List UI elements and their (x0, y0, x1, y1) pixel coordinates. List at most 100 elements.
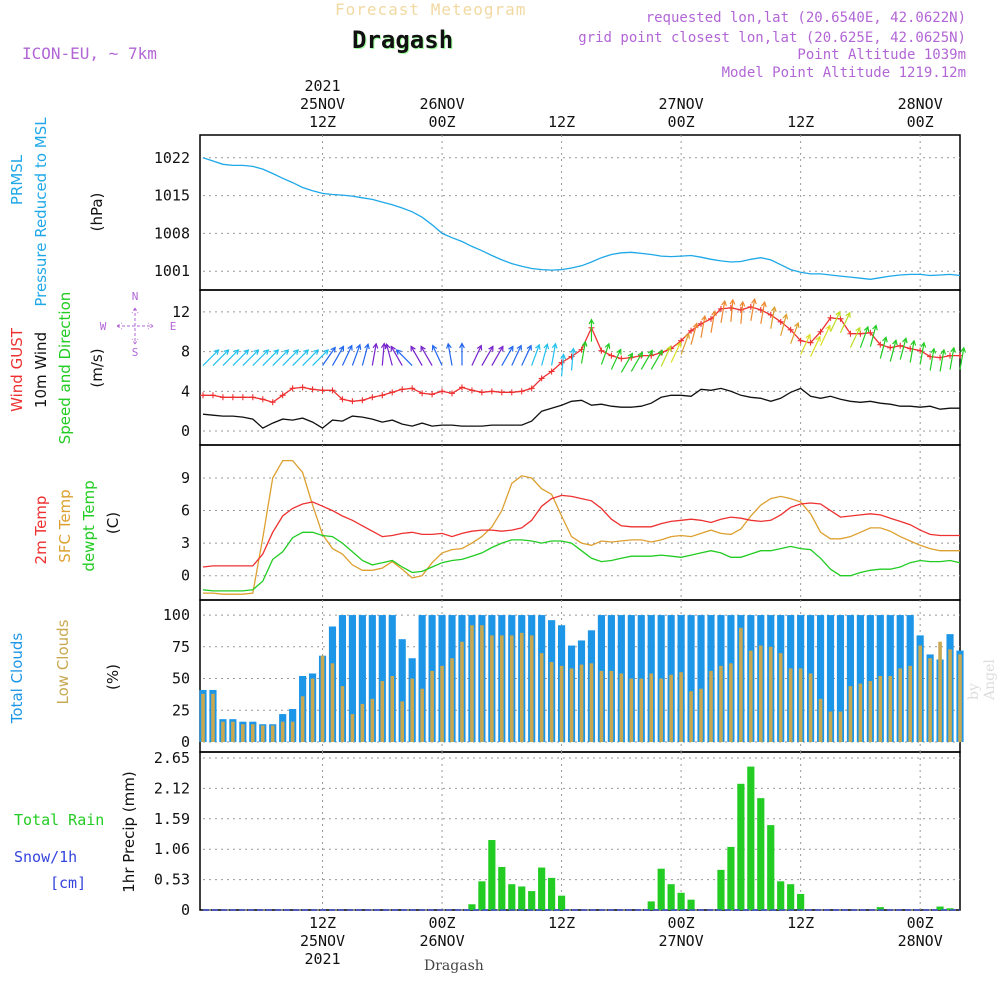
compass-north: N (132, 290, 139, 303)
gust-marker (608, 352, 615, 359)
total-cloud-bar (378, 615, 386, 742)
wind-arrow-head (805, 333, 811, 340)
sfc-temp-line (203, 459, 960, 595)
wind-arrow-head (794, 321, 800, 329)
dewpt-label: dewpt Temp (80, 480, 98, 571)
gust-marker (279, 392, 286, 399)
wind-arrow-head (213, 349, 220, 355)
low-cloud-bar (569, 668, 574, 742)
model-altitude: Model Point Altitude 1219.12m (721, 65, 966, 81)
low-cloud-bar (270, 725, 275, 742)
rain-bar (717, 869, 725, 910)
gust-marker (458, 384, 465, 391)
rain-bar (946, 908, 954, 910)
footer-station: Dragash (424, 958, 484, 974)
low-cloud-bar (480, 625, 484, 742)
wind-arrow-head (637, 351, 643, 358)
low-cloud-bar (470, 625, 474, 742)
top-time-label: 12Z (548, 113, 575, 131)
gust-marker (478, 389, 485, 396)
wind-arrow (730, 299, 734, 322)
gust-marker (837, 315, 844, 322)
wind-10m-label: 10m Wind (32, 332, 50, 408)
rain-bar (468, 904, 476, 910)
low-cloud-bar (729, 663, 733, 742)
wind-arrow (222, 349, 239, 366)
bottom-time-label: 00Z (429, 914, 456, 932)
grid-point-coords: grid point closest lon,lat (20.625E, 42.… (578, 30, 966, 46)
total-cloud-bar (846, 615, 855, 742)
low-cloud-bar (898, 668, 903, 742)
wind-arrow-head (355, 343, 362, 350)
top-title: Forecast Meteogram (335, 0, 527, 19)
wind-arrow-head (815, 335, 821, 342)
low-cloud-bar (659, 678, 663, 742)
wind-arrow (385, 344, 393, 366)
wind-arrow-head (940, 348, 947, 355)
wind-arrow (432, 345, 443, 366)
wind-arrow (371, 343, 377, 366)
wind-speed-dir-label: Speed and Direction (56, 292, 74, 445)
wind-arrow-head (872, 324, 878, 331)
wind-arrow (760, 302, 766, 324)
wind-arrow (282, 349, 299, 366)
gust-marker (548, 368, 555, 375)
wind-arrow-head (825, 324, 831, 331)
low-cloud-bar (310, 678, 315, 742)
low-cloud-bar (619, 673, 624, 742)
wind-arrow-head (488, 345, 494, 352)
bottom-time-label: 00Z (907, 914, 934, 932)
compass-south: S (132, 346, 139, 359)
gust-marker (867, 329, 874, 336)
bottom-time-label: 00Z (668, 914, 695, 932)
low-cloud-bar (689, 691, 693, 742)
low-cloud-bar (848, 686, 853, 742)
snow-unit-label: [cm] (50, 874, 86, 892)
wind-arrow (859, 326, 869, 348)
low-cloud-bar (818, 698, 823, 742)
low-cloud-bar (340, 686, 345, 742)
rain-bar (787, 884, 795, 910)
pressure-unit-label: (hPa) (88, 193, 106, 232)
wind-arrow-head (526, 344, 532, 351)
gust-marker (259, 396, 266, 403)
gust-marker (777, 318, 784, 325)
wind-arrow-head (431, 344, 438, 351)
total-cloud-bar (816, 615, 825, 742)
wind-arrow-head (882, 336, 888, 343)
compass-east: E (170, 320, 177, 333)
low-cloud-bar (878, 676, 883, 742)
gust-marker (797, 337, 804, 344)
wind-arrow-head (364, 343, 370, 350)
low-cloud-bar (918, 645, 922, 742)
y-tick-label: 1001 (154, 262, 190, 280)
gust-marker (229, 394, 236, 401)
wind-arrow (820, 325, 831, 346)
gust-marker (419, 390, 426, 397)
wind-arrow-head (666, 345, 672, 352)
wind-arrow-head (570, 347, 577, 354)
wind-arrow-head (684, 332, 690, 339)
station-title: Dragash (352, 26, 454, 54)
wind-arrow-head (647, 349, 653, 356)
wind-arrow-head (855, 326, 861, 333)
gust-marker (359, 397, 366, 404)
total-cloud-bar (697, 615, 705, 742)
wind-arrow-head (459, 342, 465, 349)
wind-arrow-head (960, 346, 966, 353)
rain-bar (647, 901, 655, 910)
wind-arrow-head (253, 349, 260, 355)
gust-marker (897, 342, 904, 349)
total-cloud-bar (856, 615, 864, 742)
rain-bar (667, 884, 675, 910)
wind-arrow (541, 344, 548, 366)
total-cloud-bar (826, 615, 835, 742)
wind-arrow (501, 346, 514, 366)
y-tick-label: 1008 (154, 224, 190, 242)
wind-arrow (909, 340, 915, 363)
gust-marker (399, 386, 406, 393)
gust-marker (518, 388, 525, 395)
gust-marker (269, 399, 276, 406)
wind-arrow-head (729, 298, 736, 305)
